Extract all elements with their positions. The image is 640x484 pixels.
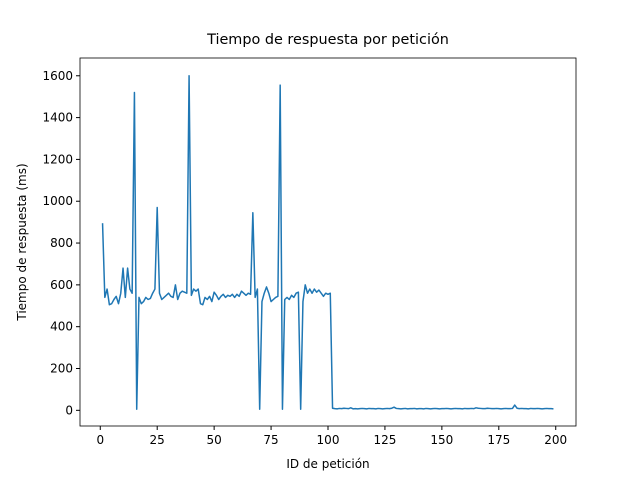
y-tick-label: 400	[50, 320, 73, 334]
y-tick-label: 600	[50, 278, 73, 292]
x-tick-label: 25	[150, 433, 165, 447]
x-tick-label: 100	[317, 433, 340, 447]
axes-frame	[79, 57, 577, 427]
y-tick-label: 800	[50, 236, 73, 250]
y-tick-label: 1200	[42, 152, 73, 166]
y-tick-label: 1600	[42, 69, 73, 83]
x-tick-label: 50	[206, 433, 221, 447]
x-tick-label: 125	[373, 433, 396, 447]
data-line	[101, 75, 554, 411]
x-tick-label: 150	[430, 433, 453, 447]
x-axis-label: ID de petición	[286, 457, 369, 471]
chart-title: Tiempo de respuesta por petición	[206, 32, 449, 48]
y-tick-label: 0	[65, 403, 73, 417]
x-tick-label: 175	[487, 433, 510, 447]
y-axis-label: Tiempo de respuesta (ms)	[15, 163, 29, 321]
x-tick-label: 75	[263, 433, 278, 447]
y-tick-label: 200	[50, 362, 73, 376]
y-tick-label: 1000	[42, 194, 73, 208]
y-tick-label: 1400	[42, 111, 73, 125]
x-tick-label: 200	[544, 433, 567, 447]
x-tick-label: 0	[96, 433, 104, 447]
